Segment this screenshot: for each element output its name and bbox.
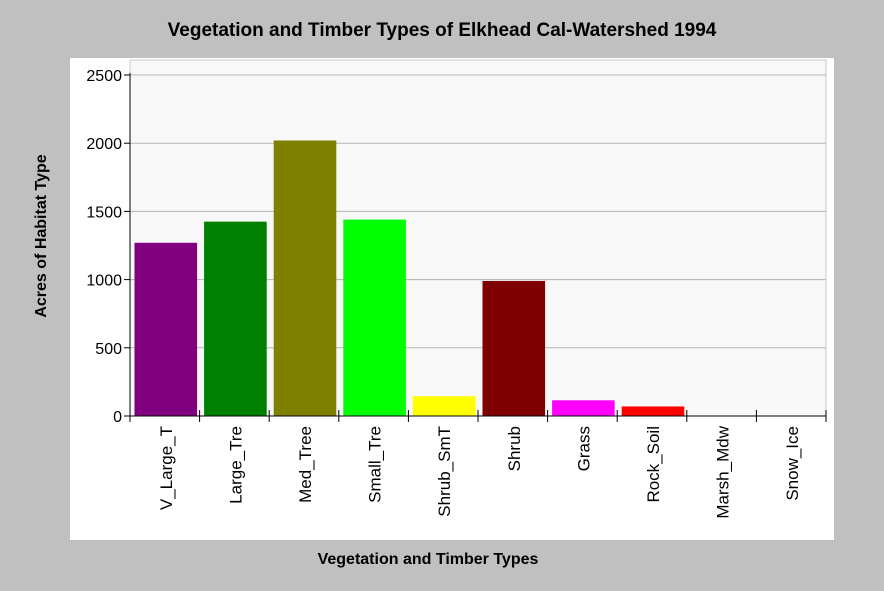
- tick-labels: 0 500 1000 1500 2000 2500 V_Large_T Large_Tre Me…: [86, 68, 802, 519]
- x-tick-label: Rock_Soil: [644, 426, 663, 503]
- x-tick-label: Med_Tree: [296, 426, 315, 503]
- x-tick-label: Large_Tre: [226, 426, 245, 504]
- bar-grass: [552, 400, 615, 416]
- x-tick-label: V_Large_T: [157, 426, 176, 510]
- y-tick-label: 2500: [86, 68, 122, 85]
- bar-small-tre: [343, 219, 406, 416]
- chart-title: Vegetation and Timber Types of Elkhead C…: [167, 20, 717, 41]
- y-tick-label: 2000: [86, 136, 122, 153]
- x-axis-title: Vegetation and Timber Types: [317, 551, 539, 568]
- y-tick-label: 500: [95, 341, 122, 358]
- x-tick-label: Shrub_SmT: [435, 426, 454, 517]
- x-tick-label: Marsh_Mdw: [714, 425, 733, 518]
- bar-shrub: [482, 280, 546, 416]
- bar-v-large-t: [134, 242, 198, 416]
- bar-shrub-smt: [412, 396, 476, 416]
- bars: [134, 140, 685, 417]
- bar-large-tre: [204, 221, 267, 416]
- y-tick-label: 1000: [86, 273, 122, 290]
- x-tick-label: Shrub: [505, 426, 524, 471]
- bar-med-tree: [273, 140, 337, 417]
- axes: [124, 73, 827, 422]
- x-tick-label: Grass: [574, 426, 593, 471]
- x-tick-label: Small_Tre: [366, 426, 385, 503]
- bar-rock-soil: [621, 406, 685, 416]
- y-tick-label: 0: [113, 409, 122, 426]
- y-axis-title: Acres of Habitat Type: [33, 154, 50, 318]
- y-tick-label: 1500: [86, 204, 122, 221]
- x-tick-label: Snow_Ice: [783, 426, 802, 501]
